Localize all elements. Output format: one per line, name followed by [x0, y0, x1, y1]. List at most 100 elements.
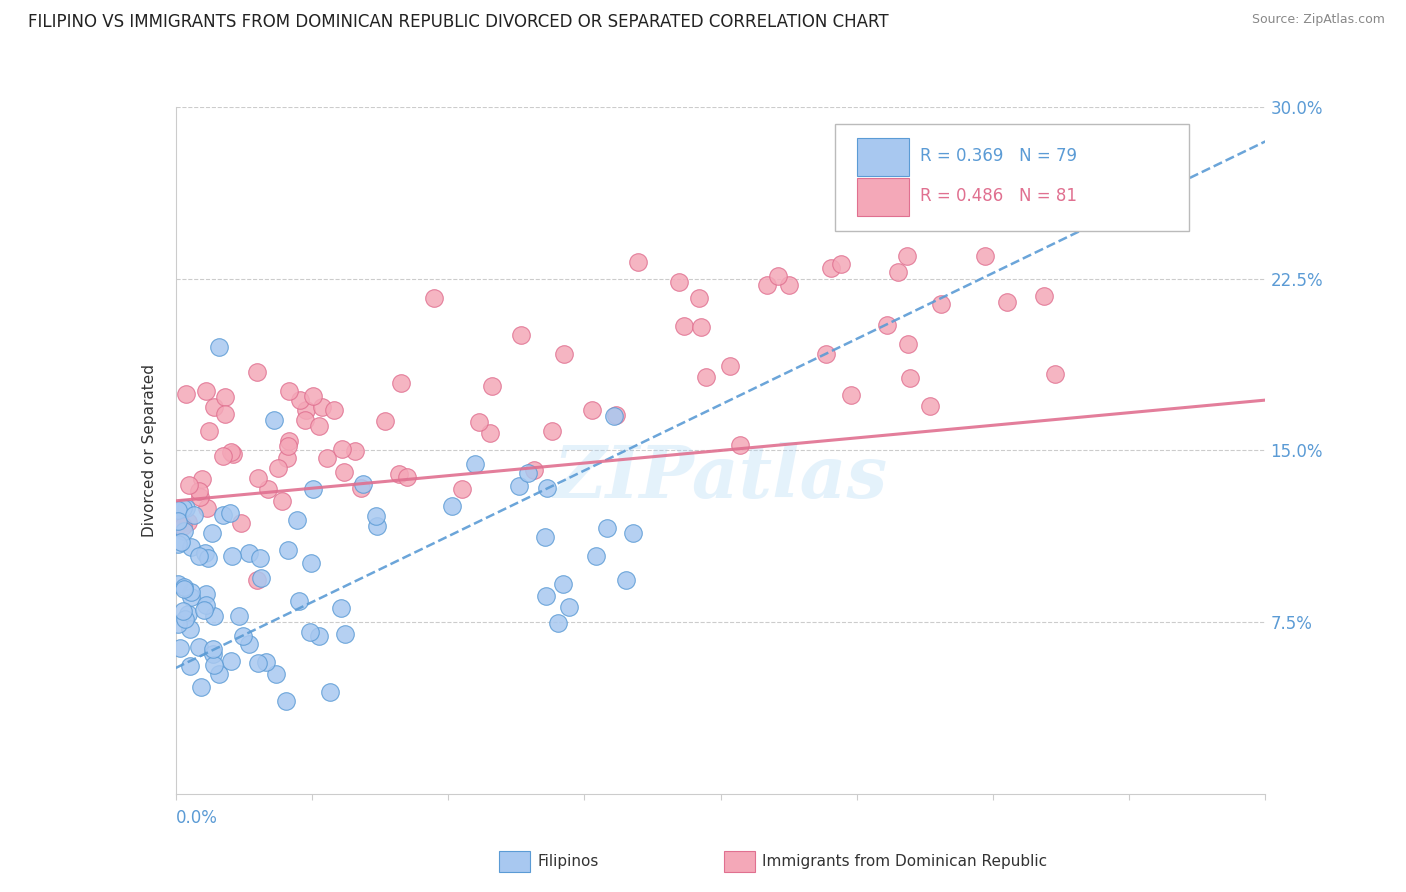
- Point: [929, 297, 952, 311]
- Text: FILIPINO VS IMMIGRANTS FROM DOMINICAN REPUBLIC DIVORCED OR SEPARATED CORRELATION: FILIPINO VS IMMIGRANTS FROM DOMINICAN RE…: [28, 13, 889, 31]
- Point: [174, 500, 197, 515]
- Point: [1033, 289, 1056, 303]
- Point: [193, 603, 215, 617]
- Point: [195, 384, 218, 398]
- Point: [167, 577, 190, 591]
- FancyBboxPatch shape: [856, 138, 910, 176]
- Point: [180, 584, 202, 599]
- Point: [616, 573, 638, 587]
- Point: [212, 449, 235, 463]
- Point: [277, 439, 299, 453]
- Point: [222, 447, 245, 461]
- Point: [388, 467, 411, 482]
- Point: [896, 249, 918, 263]
- Text: ZIPatlas: ZIPatlas: [554, 442, 887, 514]
- Point: [319, 685, 342, 699]
- Text: Immigrants from Dominican Republic: Immigrants from Dominican Republic: [762, 855, 1047, 869]
- Text: Filipinos: Filipinos: [537, 855, 599, 869]
- Point: [214, 390, 236, 404]
- Point: [973, 249, 995, 263]
- Point: [169, 641, 191, 656]
- Point: [755, 278, 778, 293]
- Point: [364, 509, 387, 524]
- Point: [219, 445, 242, 459]
- Point: [897, 337, 920, 351]
- Point: [229, 516, 252, 530]
- Point: [274, 694, 297, 708]
- Point: [898, 371, 921, 385]
- Point: [440, 499, 463, 513]
- Point: [172, 519, 194, 533]
- Point: [668, 275, 690, 289]
- Point: [173, 611, 195, 625]
- Point: [596, 521, 619, 535]
- Point: [534, 589, 557, 603]
- Point: [288, 392, 311, 407]
- Point: [1043, 367, 1066, 381]
- Point: [195, 587, 218, 601]
- Point: [202, 641, 225, 656]
- Point: [344, 443, 367, 458]
- Point: [396, 469, 419, 483]
- Point: [179, 622, 201, 636]
- Point: [187, 640, 209, 654]
- Point: [173, 524, 195, 538]
- Point: [302, 482, 325, 496]
- Point: [768, 269, 790, 284]
- Point: [302, 389, 325, 403]
- Point: [464, 457, 486, 471]
- Point: [330, 442, 353, 456]
- Point: [190, 472, 212, 486]
- Point: [523, 463, 546, 477]
- Point: [246, 657, 269, 671]
- Point: [264, 666, 287, 681]
- Point: [688, 291, 710, 305]
- Point: [352, 477, 374, 491]
- Point: [299, 625, 322, 640]
- Point: [603, 409, 626, 424]
- Point: [170, 535, 193, 549]
- Point: [195, 500, 218, 515]
- Point: [263, 413, 285, 427]
- Point: [188, 490, 211, 504]
- Point: [177, 607, 200, 621]
- Point: [201, 525, 224, 540]
- Point: [423, 291, 446, 305]
- Point: [256, 482, 278, 496]
- Point: [534, 530, 557, 544]
- Point: [536, 481, 558, 495]
- Point: [995, 294, 1018, 309]
- Point: [167, 616, 190, 631]
- Point: [294, 413, 316, 427]
- Point: [517, 466, 540, 480]
- Point: [510, 328, 533, 343]
- Point: [180, 591, 202, 605]
- Point: [301, 556, 323, 570]
- Point: [174, 387, 197, 401]
- Point: [468, 415, 491, 429]
- Point: [451, 482, 474, 496]
- Point: [167, 537, 190, 551]
- Point: [815, 347, 838, 361]
- Point: [267, 461, 290, 475]
- Point: [172, 604, 194, 618]
- Text: R = 0.369   N = 79: R = 0.369 N = 79: [920, 147, 1077, 166]
- Point: [478, 425, 501, 440]
- Point: [198, 424, 221, 438]
- Point: [308, 629, 330, 643]
- Point: [247, 471, 270, 485]
- Point: [179, 658, 201, 673]
- Point: [540, 424, 562, 438]
- Point: [177, 516, 200, 530]
- Point: [194, 598, 217, 612]
- Point: [876, 318, 898, 332]
- Point: [886, 265, 908, 279]
- Point: [839, 388, 862, 402]
- Point: [179, 478, 201, 492]
- Point: [183, 508, 205, 522]
- Point: [173, 580, 195, 594]
- Point: [214, 407, 236, 421]
- Point: [249, 571, 271, 585]
- Point: [295, 402, 318, 417]
- Point: [623, 526, 645, 541]
